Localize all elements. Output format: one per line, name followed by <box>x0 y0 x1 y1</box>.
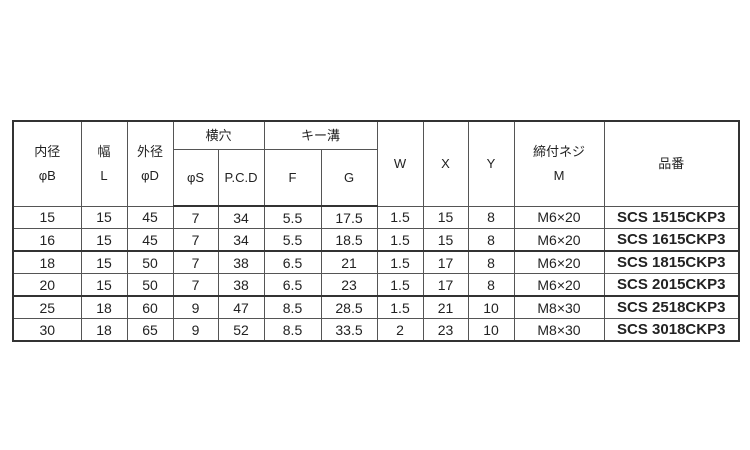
table-cell: 23 <box>422 318 469 342</box>
table-cell: M6×20 <box>513 228 605 252</box>
header-g: G <box>320 149 378 207</box>
table-cell: 10 <box>467 295 515 319</box>
table-cell: 15 <box>422 228 469 252</box>
table-cell: 17.5 <box>320 205 378 229</box>
table-cell: 23 <box>320 273 378 297</box>
table-cell: M8×30 <box>513 295 605 319</box>
part-number-cell: SCS 1815CKP3 <box>603 250 740 274</box>
table-cell: 18 <box>12 250 82 274</box>
header-x: X <box>422 120 469 207</box>
table-cell: 34 <box>217 205 265 229</box>
table-cell: 10 <box>467 318 515 342</box>
table-cell: M6×20 <box>513 205 605 229</box>
table-cell: 1.5 <box>376 295 424 319</box>
table-cell: 15 <box>80 250 128 274</box>
header-screw: 締付ネジ M <box>513 120 605 207</box>
part-number-cell: SCS 2518CKP3 <box>603 295 740 319</box>
table-cell: 52 <box>217 318 265 342</box>
table-cell: 1.5 <box>376 228 424 252</box>
table-cell: 1.5 <box>376 273 424 297</box>
table-row: 20 15 50 7 38 6.5 23 1.5 17 8 M6×20 SCS 2015CKP3 <box>12 273 740 297</box>
table-cell: 25 <box>12 295 82 319</box>
part-number-cell: SCS 3018CKP3 <box>603 318 740 342</box>
table-cell: 18.5 <box>320 228 378 252</box>
table-cell: 1.5 <box>376 250 424 274</box>
table-cell: 38 <box>217 273 265 297</box>
table-cell: 50 <box>126 273 174 297</box>
table-cell: 30 <box>12 318 82 342</box>
table-cell: 8 <box>467 250 515 274</box>
table-row: 15 15 45 7 34 5.5 17.5 1.5 15 8 M6×20 SCS 1515CKP3 <box>12 205 740 229</box>
table-cell: 33.5 <box>320 318 378 342</box>
header-w: W <box>376 120 424 207</box>
table-cell: 8.5 <box>263 295 322 319</box>
table-cell: 17 <box>422 273 469 297</box>
table-row: 18 15 50 7 38 6.5 21 1.5 17 8 M6×20 SCS 1815CKP3 <box>12 250 740 274</box>
table-cell: M6×20 <box>513 250 605 274</box>
table-cell: 1.5 <box>376 205 424 229</box>
header-keyway: キー溝 <box>263 120 378 150</box>
header-side-hole: 横穴 <box>172 120 265 150</box>
table-cell: 45 <box>126 205 174 229</box>
table-cell: 15 <box>80 228 128 252</box>
table-cell: M6×20 <box>513 273 605 297</box>
table-cell: 8.5 <box>263 318 322 342</box>
table-cell: 7 <box>172 205 219 229</box>
header-outer-dia: 外径 φD <box>126 120 174 207</box>
part-number-cell: SCS 2015CKP3 <box>603 273 740 297</box>
table-cell: 6.5 <box>263 250 322 274</box>
table-cell: 9 <box>172 318 219 342</box>
table-cell: 15 <box>80 205 128 229</box>
part-number-cell: SCS 1515CKP3 <box>603 205 740 229</box>
header-pcd: P.C.D <box>217 149 265 207</box>
header-inner-dia: 内径 φB <box>12 120 82 207</box>
table-row: 25 18 60 9 47 8.5 28.5 1.5 21 10 M8×30 SCS 2518CKP3 <box>12 295 740 319</box>
table-cell: 5.5 <box>263 228 322 252</box>
table-cell: 6.5 <box>263 273 322 297</box>
header-phi-s: φS <box>172 149 219 207</box>
table-cell: 20 <box>12 273 82 297</box>
header-y: Y <box>467 120 515 207</box>
header-f: F <box>263 149 322 207</box>
part-number-cell: SCS 1615CKP3 <box>603 228 740 252</box>
table-row: 30 18 65 9 52 8.5 33.5 2 23 10 M8×30 SCS 3018CKP3 <box>12 318 740 342</box>
table-cell: 60 <box>126 295 174 319</box>
table-cell: 7 <box>172 228 219 252</box>
table-cell: 15 <box>80 273 128 297</box>
table-cell: 18 <box>80 318 128 342</box>
table-row: 16 15 45 7 34 5.5 18.5 1.5 15 8 M6×20 SCS 1615CKP3 <box>12 228 740 252</box>
table-cell: 8 <box>467 228 515 252</box>
table-cell: 9 <box>172 295 219 319</box>
table-cell: 21 <box>320 250 378 274</box>
table-cell: 2 <box>376 318 424 342</box>
table-cell: 45 <box>126 228 174 252</box>
table-cell: 17 <box>422 250 469 274</box>
table-cell: 18 <box>80 295 128 319</box>
table-cell: 7 <box>172 273 219 297</box>
table-cell: 8 <box>467 205 515 229</box>
table-cell: 50 <box>126 250 174 274</box>
table-cell: 47 <box>217 295 265 319</box>
table-cell: 38 <box>217 250 265 274</box>
header-row-2: φS P.C.D F G <box>13 149 739 207</box>
table-cell: 34 <box>217 228 265 252</box>
table-cell: M8×30 <box>513 318 605 342</box>
table-cell: 65 <box>126 318 174 342</box>
table-cell: 15 <box>422 205 469 229</box>
table-cell: 16 <box>12 228 82 252</box>
header-part-no: 品番 <box>603 120 740 207</box>
table-cell: 8 <box>467 273 515 297</box>
table-cell: 28.5 <box>320 295 378 319</box>
table-cell: 5.5 <box>263 205 322 229</box>
table-cell: 21 <box>422 295 469 319</box>
table-cell: 7 <box>172 250 219 274</box>
table-cell: 15 <box>12 205 82 229</box>
